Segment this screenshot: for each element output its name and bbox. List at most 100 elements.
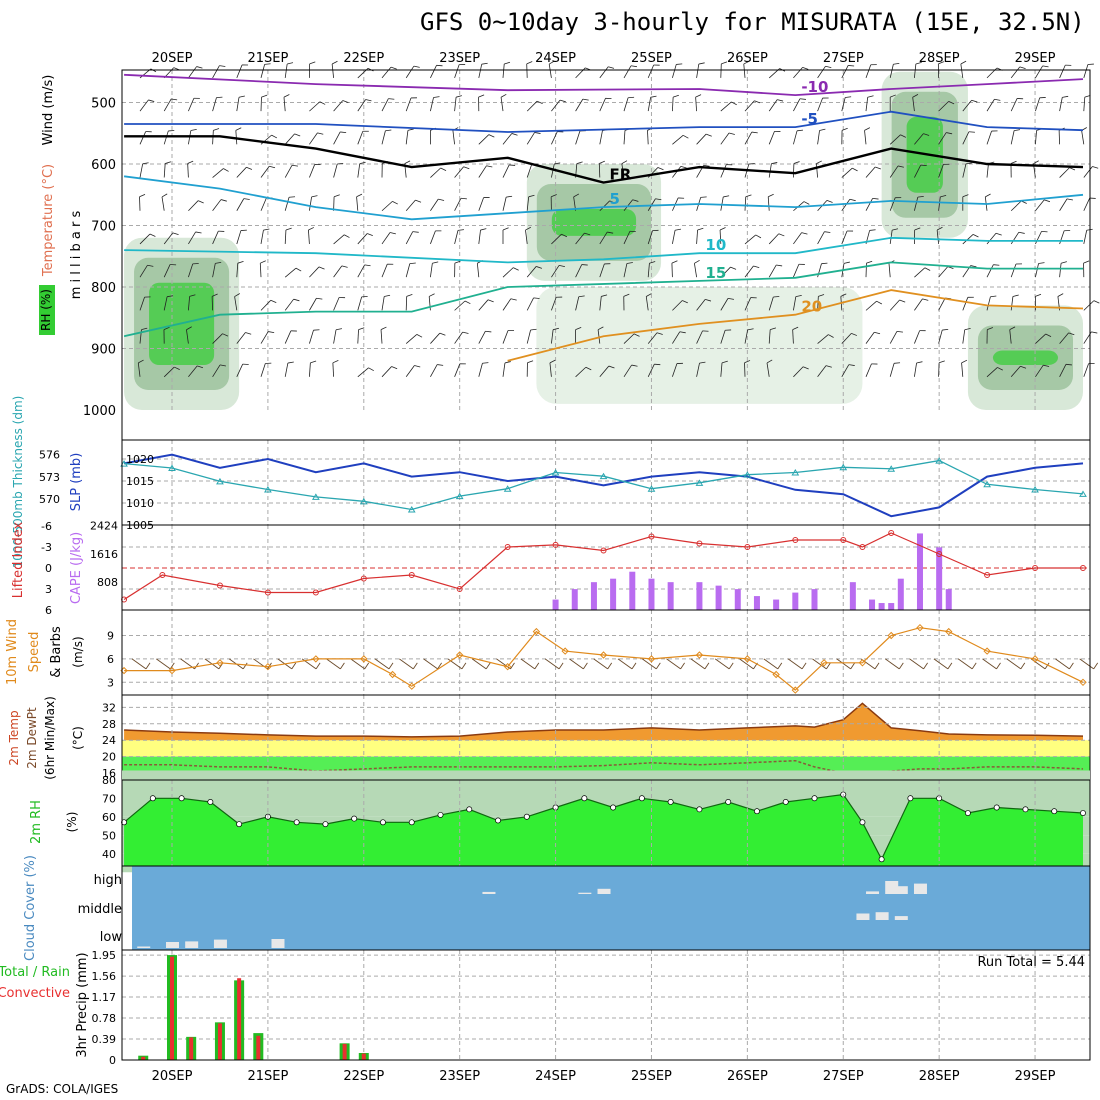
wind-barb bbox=[506, 195, 513, 198]
wind-barb bbox=[551, 297, 557, 311]
wind-tick-label: 6 bbox=[107, 653, 114, 666]
wind-barb bbox=[454, 97, 457, 112]
wind-barb bbox=[696, 363, 700, 377]
lifted-index-point bbox=[159, 572, 166, 578]
wind-barb bbox=[841, 167, 853, 178]
thickness-point bbox=[935, 457, 944, 464]
wind-barb bbox=[533, 297, 540, 299]
cape-bar bbox=[696, 582, 703, 610]
temp-axis-label: 2m DewPt bbox=[25, 707, 39, 769]
wind-barb bbox=[502, 133, 513, 145]
wind-barb bbox=[909, 658, 924, 670]
wind-barb bbox=[914, 63, 917, 78]
thickness-point bbox=[887, 465, 896, 472]
wind-barb bbox=[1035, 97, 1041, 112]
thickness-tick-label: 573 bbox=[39, 471, 60, 484]
wind-barb bbox=[599, 231, 608, 245]
wind-barb bbox=[824, 231, 831, 233]
wind-barb bbox=[416, 334, 423, 338]
wind-barb bbox=[938, 196, 941, 211]
lifted-index-point bbox=[936, 551, 943, 557]
wind-barb bbox=[690, 658, 706, 670]
wind-barb bbox=[237, 261, 244, 264]
wind-barb bbox=[633, 333, 640, 337]
wind-barb bbox=[599, 160, 605, 164]
wind-barb bbox=[720, 330, 726, 344]
wind-speed-point bbox=[455, 651, 464, 659]
wind-barb bbox=[889, 197, 896, 211]
lifted-index-point bbox=[696, 540, 703, 547]
wind-barb bbox=[938, 329, 943, 344]
slp-axis-label: SLP (mb) bbox=[69, 453, 84, 512]
wind-barb bbox=[390, 66, 397, 70]
wind-barb bbox=[972, 234, 979, 238]
wind-speed-point bbox=[695, 651, 704, 659]
wind-barb bbox=[333, 329, 337, 344]
wind-barb bbox=[212, 333, 223, 344]
wind-barb bbox=[356, 196, 359, 211]
wind-barb bbox=[671, 260, 678, 264]
wind-barb bbox=[672, 97, 674, 112]
lifted-index-point bbox=[408, 572, 415, 578]
wind-barb bbox=[331, 63, 334, 78]
wind-barb bbox=[986, 99, 995, 112]
wind-barb bbox=[728, 132, 735, 135]
wind-barb bbox=[455, 95, 462, 98]
wind-barb bbox=[1010, 263, 1017, 278]
wind-barb bbox=[940, 194, 947, 198]
wind-barb bbox=[148, 99, 155, 102]
wind-barb bbox=[793, 232, 802, 245]
wind-barb bbox=[630, 65, 637, 68]
wind-barb bbox=[1043, 364, 1050, 367]
wind-barb bbox=[145, 662, 151, 670]
wind-speed-point bbox=[916, 623, 924, 632]
wind-barb bbox=[744, 234, 756, 245]
wind-barb bbox=[933, 658, 949, 670]
wind-barb bbox=[333, 194, 340, 198]
wind-barb bbox=[526, 329, 531, 344]
wind-barb bbox=[841, 230, 848, 245]
wind-barb bbox=[364, 264, 371, 267]
wind-barb bbox=[866, 260, 873, 264]
cloud-panel: high middle low Cloud Cover (%) bbox=[23, 855, 1091, 961]
wind-barb bbox=[747, 328, 754, 331]
x-tick-label-bottom: 27SEP bbox=[823, 1069, 864, 1084]
wind-barb bbox=[819, 128, 826, 131]
wind-barb bbox=[430, 167, 441, 178]
wind-barb bbox=[795, 295, 802, 297]
wind-barb bbox=[270, 299, 277, 303]
wind-speed-point bbox=[599, 651, 608, 659]
wind-barb bbox=[817, 334, 829, 344]
wind-barb bbox=[1009, 329, 1012, 344]
wind-barb bbox=[212, 199, 222, 211]
cape-bar bbox=[773, 599, 780, 610]
wind-barb bbox=[189, 294, 196, 297]
wind-barb bbox=[415, 199, 422, 203]
cloud-bar-high bbox=[578, 892, 592, 894]
wind-barb bbox=[195, 231, 202, 234]
run-total-label: Run Total = 5.44 bbox=[977, 955, 1085, 970]
wind-barb bbox=[803, 201, 810, 205]
thickness-point bbox=[791, 468, 800, 476]
wind-barb bbox=[986, 163, 989, 178]
wind-barb bbox=[361, 295, 368, 298]
wind-barb bbox=[284, 229, 287, 244]
wind-barb bbox=[263, 228, 270, 231]
rh-point bbox=[725, 799, 732, 805]
wind-barb bbox=[962, 297, 969, 311]
precip-tick-label: 0.39 bbox=[92, 1033, 117, 1046]
wind-barb bbox=[843, 261, 850, 264]
rh-point bbox=[466, 806, 473, 813]
x-tick-label-bottom: 22SEP bbox=[343, 1069, 384, 1084]
wind-barb bbox=[381, 264, 388, 278]
x-tick-label-top: 28SEP bbox=[919, 51, 960, 66]
y-tick-label: 700 bbox=[91, 220, 116, 235]
wind-barb bbox=[380, 326, 387, 330]
wind-barb bbox=[440, 167, 447, 171]
temp-axis-unit: (°C) bbox=[71, 726, 85, 750]
wind-barb bbox=[381, 130, 386, 145]
wind-barb bbox=[771, 162, 778, 165]
wind-barb bbox=[454, 331, 463, 344]
rh-point bbox=[207, 799, 214, 805]
wind-barb bbox=[1018, 231, 1025, 234]
